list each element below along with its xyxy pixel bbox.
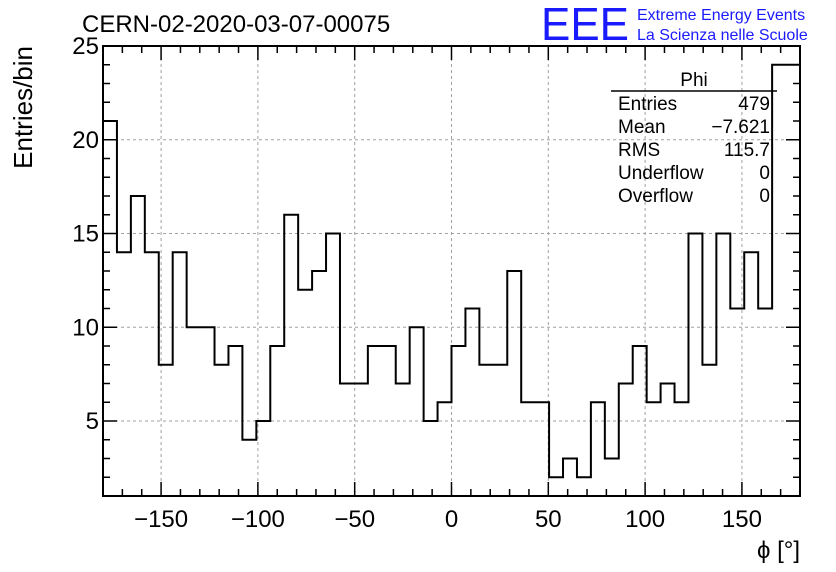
histogram-bin [284,215,298,496]
stats-value: −7.621 [711,117,770,138]
x-axis-label: ϕ [°] [757,537,800,564]
histogram-bin [647,402,661,496]
histogram-bin [535,402,549,496]
histogram-bin [675,402,689,496]
histogram-bin [521,402,535,496]
stats-label: Overflow [618,186,693,207]
histogram-bin [187,327,201,496]
stats-value: 479 [738,94,770,115]
stats-value: 115.7 [724,140,770,161]
y-tick-label: 10 [72,314,99,341]
histogram-bin [215,365,229,496]
histogram-bin [326,234,340,497]
histogram-bin [424,421,438,496]
histogram-bin [201,327,215,496]
histogram-bin [549,477,563,496]
histogram-bars [102,63,801,497]
x-tick-label: −100 [231,506,285,533]
stats-rows: Entries 479 Mean −7.621 RMS 115.7 Underflow 0 Ov… [618,94,770,207]
histogram-bin [772,65,786,496]
eee-logo: EEE Extreme Energy Events La Scienza nel… [541,0,808,50]
histogram-bin [661,384,675,497]
stats-box: Phi Entries 479 Mean −7.621 RMS 115.7 Underflo… [611,70,777,207]
x-tick-label: 100 [625,506,665,533]
histogram-bin [145,252,159,496]
histogram-bin [786,65,800,496]
stats-label: Underflow [618,163,704,184]
histogram-bin [507,271,521,496]
x-tick-label: −50 [334,506,375,533]
histogram-bin [577,477,591,496]
histogram-bin [591,402,605,496]
histogram-bin [563,459,577,497]
axis-ticks [103,45,800,497]
histogram-bin [340,384,354,497]
histogram-bin [242,440,256,496]
stats-title: Phi [680,70,707,91]
histogram-bin [688,234,702,497]
x-tick-label: −150 [134,506,188,533]
histogram-bin [758,309,772,497]
y-tick-labels: 5 10 15 20 25 [72,33,99,435]
stats-label: Mean [618,117,666,138]
stats-value: 0 [759,163,770,184]
chart-title: CERN-02-2020-03-07-00075 [82,11,390,38]
histogram-bin [312,271,326,496]
histogram-bin [131,196,145,496]
histogram-bin [298,290,312,496]
histogram-bin [744,252,758,496]
histogram-bin [410,327,424,496]
logo-line-1: Extreme Energy Events [637,7,805,24]
y-tick-label: 25 [72,33,99,60]
histogram-bin [479,365,493,496]
y-tick-label: 20 [72,127,99,154]
logo-line-2: La Scienza nelle Scuole [637,27,808,44]
y-tick-label: 5 [86,408,99,435]
histogram-bin [173,252,187,496]
stats-label: Entries [618,94,677,115]
grid-lines [103,45,800,496]
x-tick-label: 50 [535,506,562,533]
stats-label: RMS [618,140,660,161]
logo-mark: EEE [541,0,629,50]
histogram-bin [396,384,410,497]
histogram-bin [354,384,368,497]
histogram-bin [493,365,507,496]
histogram-bin [619,384,633,497]
histogram-bin [716,234,730,497]
histogram-bin [438,402,452,496]
stats-value: 0 [759,186,770,207]
x-tick-label: 150 [722,506,762,533]
histogram-outline [102,63,801,496]
x-tick-label: 0 [445,506,458,533]
x-tick-labels: −150 −100 −50 0 50 100 150 [134,506,762,533]
y-axis-label: Entries/bin [8,46,38,169]
histogram-bin [465,309,479,497]
histogram-bin [702,365,716,496]
y-tick-label: 15 [72,221,99,248]
histogram-bin [117,252,131,496]
